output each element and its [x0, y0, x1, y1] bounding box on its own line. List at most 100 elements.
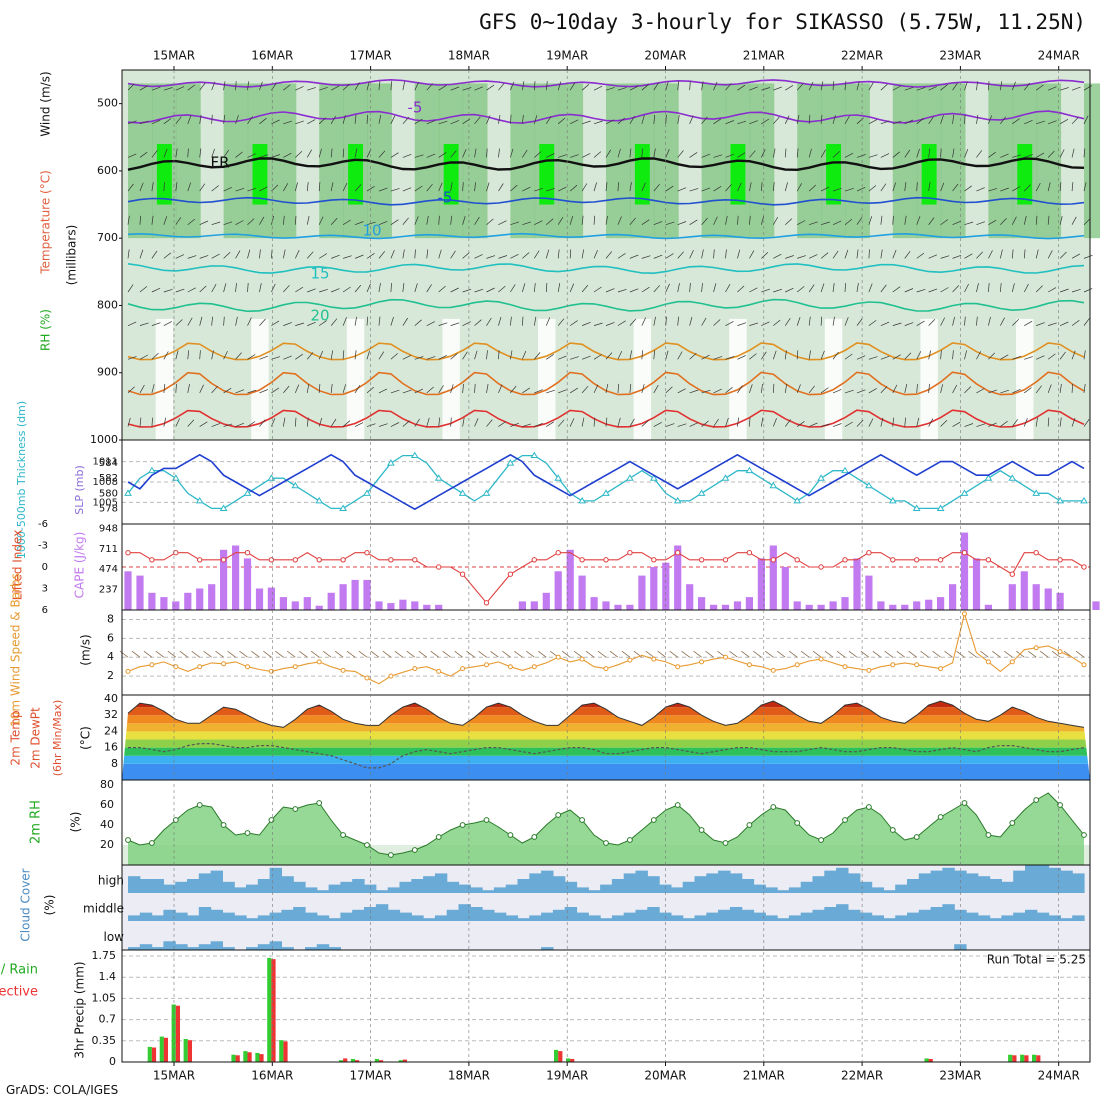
- wind-barb: [127, 183, 134, 192]
- wind-barb: [689, 219, 698, 226]
- cloud-cell: [187, 947, 200, 950]
- wind-barb: [1024, 119, 1033, 125]
- wind-barb: [1036, 322, 1045, 326]
- wind-barb: [318, 216, 324, 225]
- cloud-cell: [187, 915, 200, 921]
- cloud-cell: [564, 907, 578, 921]
- wind-barb: [354, 284, 362, 293]
- lifted-index-point: [197, 557, 203, 563]
- cape-bar: [327, 592, 335, 610]
- profile-ylabel-rh: RH (%): [39, 309, 53, 351]
- wind-barb: [1083, 182, 1087, 192]
- temp-tick-label: 24: [104, 724, 118, 737]
- wind-barb: [832, 351, 839, 360]
- wind-barb: [510, 422, 519, 427]
- surface-wind-barb: [741, 650, 750, 658]
- wind-barb: [474, 383, 476, 393]
- wind-barb: [223, 316, 225, 326]
- wind-barb: [533, 81, 536, 91]
- wind-barb: [163, 118, 172, 125]
- wind-barb: [808, 350, 811, 360]
- wind-barb: [534, 220, 543, 226]
- wind-barb: [271, 249, 273, 259]
- precip-tick-label: 1.75: [92, 949, 117, 962]
- wind-barb: [964, 386, 972, 394]
- cloud-cell: [316, 915, 330, 921]
- wind-barb: [295, 286, 304, 293]
- wind-barb: [235, 81, 237, 91]
- cape-bar: [554, 571, 562, 610]
- cape-bar: [351, 579, 359, 610]
- wind-barb: [510, 221, 520, 226]
- wind-barb: [187, 84, 196, 91]
- cloud-cell: [848, 873, 861, 893]
- precip-total-bar: [243, 1051, 248, 1062]
- cloud-cell: [328, 947, 341, 950]
- wind-barb: [856, 283, 859, 293]
- wind-barb: [617, 320, 626, 326]
- wind-barb: [1000, 420, 1008, 427]
- wind-barb: [928, 217, 935, 225]
- contour-label: FR: [210, 154, 229, 172]
- wind-barb: [175, 86, 185, 91]
- cape-bar: [901, 604, 909, 610]
- wind-barb: [450, 182, 453, 192]
- cloud-cell: [198, 873, 212, 893]
- cloud-cell: [434, 873, 448, 893]
- wind-barb: [558, 355, 567, 360]
- wind-barb: [880, 153, 890, 158]
- precip-total-bar: [374, 1059, 379, 1062]
- wind-barb: [306, 383, 310, 393]
- precip-total-bar: [147, 1046, 152, 1062]
- thickness-point: [769, 481, 778, 489]
- wind-speed-point: [364, 675, 370, 681]
- precip-tick-label: 0.7: [99, 1013, 117, 1026]
- rh-point: [770, 804, 777, 810]
- wind-barb: [1012, 154, 1022, 158]
- wind-barb: [880, 321, 890, 326]
- wind-speed-point: [818, 656, 824, 662]
- wind-barb: [414, 118, 423, 125]
- precip-total-bar: [255, 1052, 260, 1062]
- wind-barb: [163, 216, 168, 225]
- wind-barb: [378, 251, 385, 259]
- temp-color-band: [122, 715, 1090, 724]
- rh-point: [483, 817, 490, 823]
- cloud-cell: [623, 873, 637, 893]
- contour-label: 15: [310, 265, 329, 283]
- cape-bar: [291, 601, 299, 610]
- rh-tick-label: 80: [100, 778, 114, 791]
- cape-bar: [960, 532, 969, 610]
- wind-barb: [235, 422, 245, 427]
- rh-point: [650, 817, 657, 823]
- cape-ylabel: CAPE (J/kg): [73, 532, 87, 599]
- wind-barb: [1047, 384, 1052, 394]
- wind-barb: [1071, 148, 1075, 158]
- surface-wind-barb: [705, 650, 714, 658]
- wind-barb: [223, 283, 227, 293]
- wind-barb: [354, 82, 360, 91]
- wind-barb: [354, 350, 357, 360]
- wind-barb: [677, 81, 680, 91]
- wind-barb: [486, 350, 488, 360]
- wind-barb: [928, 148, 931, 158]
- wind-barb: [1047, 250, 1053, 259]
- wind-barb: [175, 418, 181, 427]
- wind-barb: [653, 350, 656, 360]
- wind-barb: [856, 389, 866, 394]
- wind-barb: [199, 316, 203, 326]
- precip-convective-bar: [175, 1005, 180, 1062]
- surface-wind-barb: [526, 650, 535, 658]
- wind-barb: [976, 81, 978, 91]
- wind-barb: [318, 182, 321, 192]
- wind-barb: [641, 420, 649, 427]
- wind-barb: [1035, 417, 1038, 427]
- cloud-cell: [611, 879, 625, 893]
- wind-barb: [199, 220, 209, 226]
- surface-wind-barb: [1051, 650, 1061, 658]
- wind-barb: [342, 384, 347, 394]
- profile-ylabel-temp: Temperature (°C): [39, 170, 53, 275]
- wind-barb: [772, 216, 779, 225]
- wind-barb: [319, 253, 327, 259]
- wind-barb: [271, 418, 276, 427]
